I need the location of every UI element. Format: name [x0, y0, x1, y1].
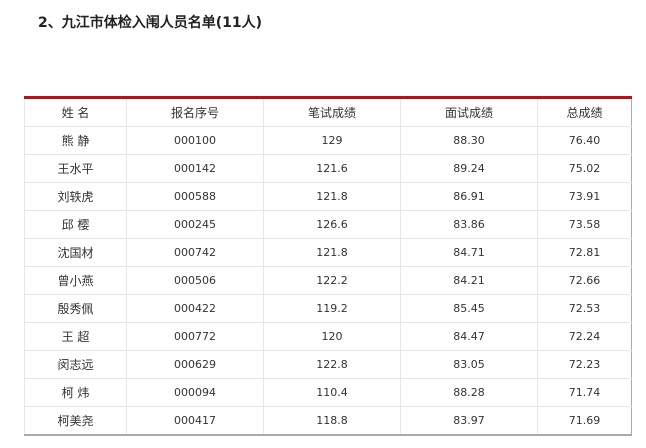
header-written: 笔试成绩 [263, 97, 401, 127]
cell-reg-no: 000094 [126, 378, 264, 407]
cell-written-score: 121.8 [263, 182, 401, 211]
cell-total-score: 73.91 [537, 182, 632, 211]
cell-reg-no: 000772 [126, 322, 264, 351]
cell-written-score: 121.6 [263, 154, 401, 183]
cell-total-score: 76.40 [537, 126, 632, 155]
cell-interview-score: 84.21 [400, 266, 538, 295]
cell-total-score: 72.81 [537, 238, 632, 267]
header-interview: 面试成绩 [400, 97, 538, 127]
table-row: 王水平 000142 121.6 89.24 75.02 [24, 154, 632, 183]
cell-written-score: 129 [263, 126, 401, 155]
header-reg-no: 报名序号 [126, 97, 264, 127]
table-row: 柯 炜 000094 110.4 88.28 71.74 [24, 378, 632, 407]
cell-name: 熊 静 [24, 126, 127, 155]
cell-interview-score: 86.91 [400, 182, 538, 211]
cell-total-score: 72.53 [537, 294, 632, 323]
cell-name: 刘轶虎 [24, 182, 127, 211]
table-row: 王 超 000772 120 84.47 72.24 [24, 322, 632, 351]
cell-written-score: 122.8 [263, 350, 401, 379]
cell-total-score: 72.23 [537, 350, 632, 379]
cell-name: 柯 炜 [24, 378, 127, 407]
cell-name: 王 超 [24, 322, 127, 351]
cell-name: 殷秀佩 [24, 294, 127, 323]
cell-total-score: 73.58 [537, 210, 632, 239]
header-name: 姓 名 [24, 97, 127, 127]
cell-written-score: 120 [263, 322, 401, 351]
header-total: 总成绩 [537, 97, 632, 127]
cell-total-score: 72.66 [537, 266, 632, 295]
cell-name: 柯美尧 [24, 406, 127, 436]
cell-total-score: 75.02 [537, 154, 632, 183]
cell-interview-score: 83.97 [400, 406, 538, 436]
cell-reg-no: 000422 [126, 294, 264, 323]
cell-written-score: 119.2 [263, 294, 401, 323]
cell-reg-no: 000142 [126, 154, 264, 183]
cell-interview-score: 84.47 [400, 322, 538, 351]
cell-reg-no: 000742 [126, 238, 264, 267]
cell-written-score: 110.4 [263, 378, 401, 407]
cell-reg-no: 000245 [126, 210, 264, 239]
cell-name: 曾小燕 [24, 266, 127, 295]
cell-reg-no: 000588 [126, 182, 264, 211]
cell-written-score: 126.6 [263, 210, 401, 239]
cell-total-score: 72.24 [537, 322, 632, 351]
cell-interview-score: 85.45 [400, 294, 538, 323]
cell-name: 王水平 [24, 154, 127, 183]
cell-reg-no: 000506 [126, 266, 264, 295]
cell-interview-score: 89.24 [400, 154, 538, 183]
table-row: 柯美尧 000417 118.8 83.97 71.69 [24, 406, 632, 436]
cell-total-score: 71.69 [537, 406, 632, 436]
cell-interview-score: 88.30 [400, 126, 538, 155]
table-row: 闵志远 000629 122.8 83.05 72.23 [24, 350, 632, 379]
cell-name: 邱 樱 [24, 210, 127, 239]
table-row: 曾小燕 000506 122.2 84.21 72.66 [24, 266, 632, 295]
table-header: 姓 名 报名序号 笔试成绩 面试成绩 总成绩 [24, 97, 632, 127]
table-row: 刘轶虎 000588 121.8 86.91 73.91 [24, 182, 632, 211]
cell-interview-score: 83.86 [400, 210, 538, 239]
table-row: 沈国材 000742 121.8 84.71 72.81 [24, 238, 632, 267]
page-title: 2、九江市体检入闱人员名单(11人) [38, 15, 263, 31]
cell-reg-no: 000629 [126, 350, 264, 379]
table-row: 熊 静 000100 129 88.30 76.40 [24, 126, 632, 155]
cell-interview-score: 84.71 [400, 238, 538, 267]
candidate-table: 姓 名 报名序号 笔试成绩 面试成绩 总成绩 熊 静 000100 129 88.30… [24, 96, 632, 436]
cell-reg-no: 000417 [126, 406, 264, 436]
cell-written-score: 118.8 [263, 406, 401, 436]
cell-written-score: 121.8 [263, 238, 401, 267]
cell-interview-score: 83.05 [400, 350, 538, 379]
cell-total-score: 71.74 [537, 378, 632, 407]
cell-reg-no: 000100 [126, 126, 264, 155]
cell-name: 闵志远 [24, 350, 127, 379]
table-row: 殷秀佩 000422 119.2 85.45 72.53 [24, 294, 632, 323]
table-row: 邱 樱 000245 126.6 83.86 73.58 [24, 210, 632, 239]
cell-interview-score: 88.28 [400, 378, 538, 407]
cell-name: 沈国材 [24, 238, 127, 267]
cell-written-score: 122.2 [263, 266, 401, 295]
